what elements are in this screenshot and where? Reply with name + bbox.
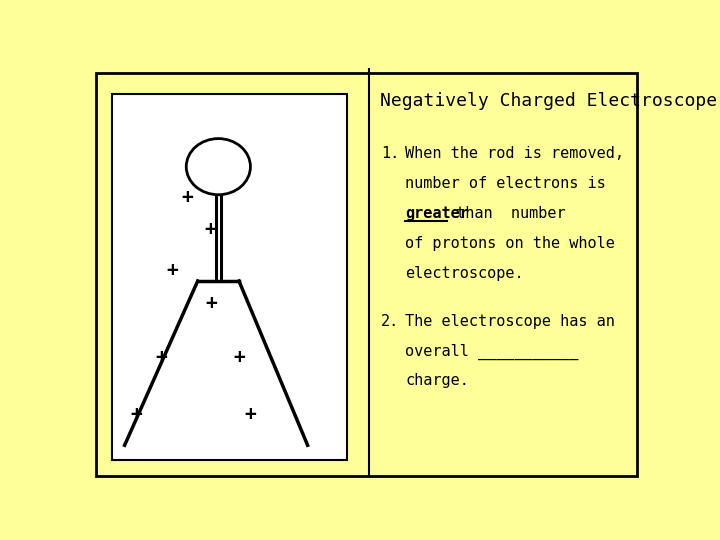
Text: number of electrons is: number of electrons is xyxy=(405,176,606,191)
Text: +: + xyxy=(181,188,194,207)
Text: +: + xyxy=(245,406,256,424)
Ellipse shape xyxy=(186,139,251,195)
Text: Negatively Charged Electroscope: Negatively Charged Electroscope xyxy=(380,92,717,110)
FancyBboxPatch shape xyxy=(96,73,637,476)
Text: +: + xyxy=(167,261,179,280)
Text: than  number: than number xyxy=(446,206,565,221)
Text: The electroscope has an: The electroscope has an xyxy=(405,314,615,328)
Text: of protons on the whole: of protons on the whole xyxy=(405,235,615,251)
Text: +: + xyxy=(234,348,246,367)
Text: +: + xyxy=(156,348,167,367)
Text: electroscope.: electroscope. xyxy=(405,266,524,281)
Text: +: + xyxy=(130,406,142,424)
Text: charge.: charge. xyxy=(405,373,469,388)
Text: overall ___________: overall ___________ xyxy=(405,343,579,360)
FancyBboxPatch shape xyxy=(112,94,347,460)
Text: 2.: 2. xyxy=(382,314,400,328)
Text: greater: greater xyxy=(405,206,469,221)
Text: 1.: 1. xyxy=(382,146,400,161)
Text: +: + xyxy=(204,220,216,239)
Text: +: + xyxy=(206,294,217,313)
Text: When the rod is removed,: When the rod is removed, xyxy=(405,146,624,161)
